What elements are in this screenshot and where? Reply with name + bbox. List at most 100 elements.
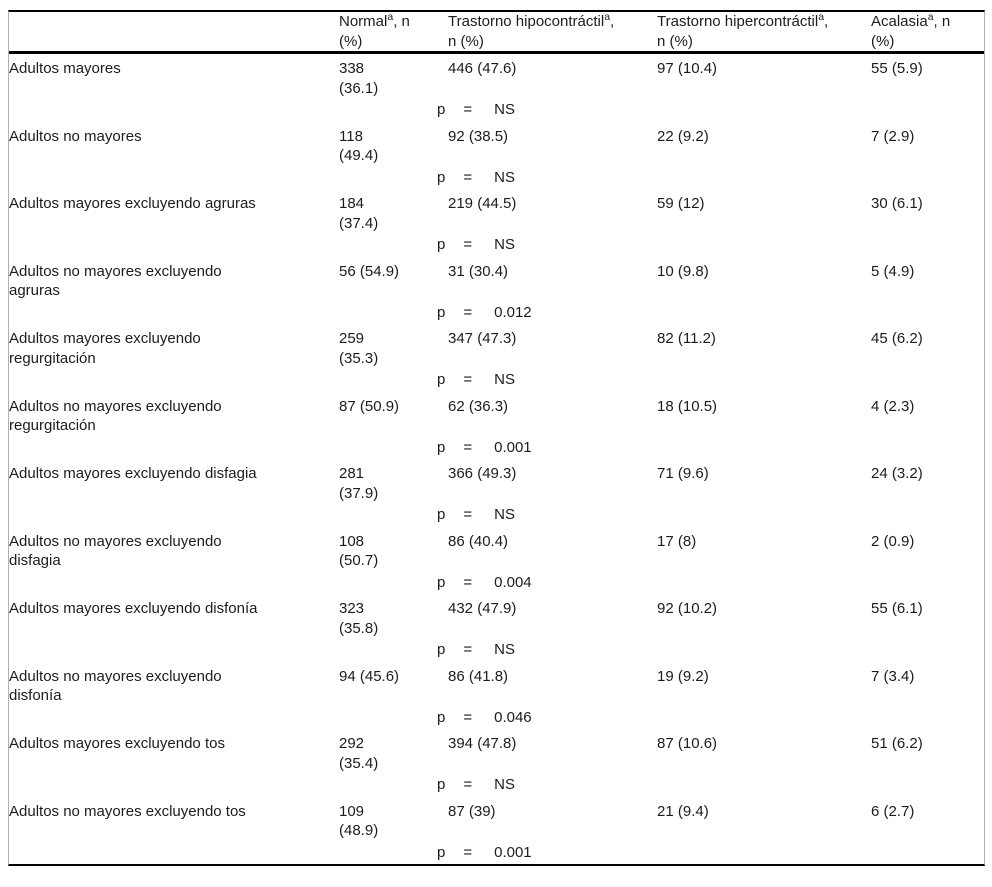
empty-cell	[657, 233, 871, 257]
empty-cell	[339, 436, 448, 460]
acalasia-value-cell: 7 (2.9)	[871, 127, 915, 145]
row-label-line: Adultos mayores excluyendo disfagia	[9, 465, 257, 482]
p-label: p	[437, 438, 446, 456]
equals-sign: =	[463, 776, 473, 793]
normal-value-cell: 323 (35.8)	[339, 594, 448, 638]
normal-value-line: (50.7)	[339, 552, 379, 569]
p-value-line: p = NS	[437, 100, 651, 120]
empty-cell	[9, 436, 339, 460]
empty-cell	[339, 233, 448, 257]
p-value-line: p = NS	[437, 370, 651, 390]
p-label: p	[437, 843, 446, 861]
empty-cell	[871, 233, 984, 257]
p-value-cell: p = 0.012	[437, 301, 657, 325]
acalasia-value-cell: 45 (6.2)	[871, 330, 923, 347]
normal-value-line: 56 (54.9)	[339, 262, 400, 280]
equals-sign: =	[463, 101, 473, 118]
empty-cell	[657, 368, 871, 392]
normal-value-line: 323	[339, 600, 365, 617]
empty-cell	[657, 773, 871, 797]
p-value-line: p = NS	[437, 505, 651, 525]
normal-value-line: 108	[339, 532, 365, 550]
acalasia-value-cell: 30 (6.1)	[871, 195, 923, 212]
row-label: Adultos mayores excluyendo regurgitación	[9, 324, 339, 368]
row-label-line: Adultos mayores excluyendo	[9, 330, 201, 347]
row-label-line: agruras	[9, 282, 60, 299]
hipocontractil-value-cell: 87 (39)	[448, 802, 496, 820]
normal-value-cell: 87 (50.9)	[339, 392, 448, 436]
empty-cell	[9, 706, 339, 730]
hipocontractil-value-cell: 62 (36.3)	[448, 397, 509, 415]
column-header-text: (%)	[871, 32, 895, 50]
row-label-line: Adultos no mayores excluyendo	[9, 667, 222, 685]
row-label-line: Adultos mayores excluyendo disfonía	[9, 600, 258, 617]
empty-cell	[657, 706, 871, 730]
empty-cell	[871, 98, 984, 122]
column-header-text: Trastorno hipercontráctil	[657, 13, 819, 30]
empty-cell	[339, 98, 448, 122]
p-value: 0.012	[494, 303, 532, 321]
column-header-text: Acalasia	[871, 13, 928, 30]
p-label: p	[437, 168, 446, 186]
empty-cell	[9, 368, 339, 392]
normal-value-cell: 281 (37.9)	[339, 459, 448, 503]
hipercontractil-value-cell: 87 (10.6)	[657, 735, 718, 752]
p-label: p	[437, 506, 446, 523]
p-value-row: p = 0.046	[9, 706, 984, 730]
p-value-row: p = NS	[9, 503, 984, 527]
p-label: p	[437, 641, 446, 658]
normal-value-line: 118	[339, 127, 363, 145]
empty-cell	[339, 841, 448, 865]
hipercontractil-value-cell: 17 (8)	[657, 532, 697, 550]
p-value-row: p = 0.001	[9, 436, 984, 460]
table-row: Adultos mayores excluyendo disfonía 323 (3…	[9, 594, 984, 638]
p-value-line: p = 0.046	[437, 708, 651, 728]
normal-value-line: (35.4)	[339, 754, 379, 772]
table-row: Adultos mayores excluyendo agruras 184 (37…	[9, 189, 984, 233]
hipercontractil-value-cell: 59 (12)	[657, 195, 705, 212]
normal-value-line: 87 (50.9)	[339, 397, 400, 415]
p-value-cell: p = 0.004	[437, 571, 657, 595]
p-value-line: p = 0.001	[437, 438, 651, 458]
table-row: Adultos no mayores 118 (49.4) 92 (38.5) 22 (…	[9, 122, 984, 166]
acalasia-value-cell: 51 (6.2)	[871, 735, 923, 752]
p-value-cell: p = NS	[437, 773, 657, 797]
hipercontractil-value-cell: 19 (9.2)	[657, 667, 709, 685]
column-header-text: Normal	[339, 13, 388, 30]
p-value-cell: p = 0.001	[437, 841, 657, 865]
normal-value-line: 338	[339, 60, 365, 77]
normal-value-cell: 118 (49.4)	[339, 122, 448, 166]
row-label-line: disfonía	[9, 687, 62, 704]
table-body: Adultos mayores 338 (36.1) 446 (47.6) 97 (10…	[9, 53, 984, 865]
equals-sign: =	[463, 371, 473, 388]
empty-cell	[871, 773, 984, 797]
p-value: 0.046	[494, 708, 532, 726]
hipercontractil-value-cell: 18 (10.5)	[657, 397, 718, 415]
normal-value-line: 109	[339, 802, 365, 820]
p-value-cell: p = NS	[437, 368, 657, 392]
p-value: NS	[494, 168, 515, 186]
row-label-line: Adultos mayores	[9, 60, 121, 77]
p-label: p	[437, 573, 446, 591]
hipercontractil-value-cell: 10 (9.8)	[657, 262, 709, 280]
row-label: Adultos no mayores excluyendo tos	[9, 797, 339, 841]
normal-value-line: (35.3)	[339, 349, 379, 367]
table-row: Adultos mayores excluyendo disfagia 281 (3…	[9, 459, 984, 503]
empty-cell	[9, 841, 339, 865]
hipocontractil-value-cell: 446 (47.6)	[448, 60, 517, 77]
column-header-normal: Normala, n (%)	[339, 11, 448, 54]
equals-sign: =	[463, 303, 473, 321]
footnote-marker: a	[387, 11, 394, 23]
normal-value-line: 259	[339, 330, 365, 347]
p-label: p	[437, 101, 446, 118]
hipocontractil-value-cell: 31 (30.4)	[448, 262, 509, 280]
table-row: Adultos no mayores excluyendo tos 109 (48.…	[9, 797, 984, 841]
row-label-line: Adultos mayores excluyendo agruras	[9, 195, 256, 212]
row-label: Adultos no mayores excluyendo agruras	[9, 257, 339, 301]
p-value-cell: p = 0.001	[437, 436, 657, 460]
normal-value-line: 94 (45.6)	[339, 667, 400, 685]
header-empty-cell	[9, 12, 339, 54]
p-value-row: p = NS	[9, 368, 984, 392]
p-value: NS	[494, 371, 515, 388]
p-value: NS	[494, 776, 515, 793]
